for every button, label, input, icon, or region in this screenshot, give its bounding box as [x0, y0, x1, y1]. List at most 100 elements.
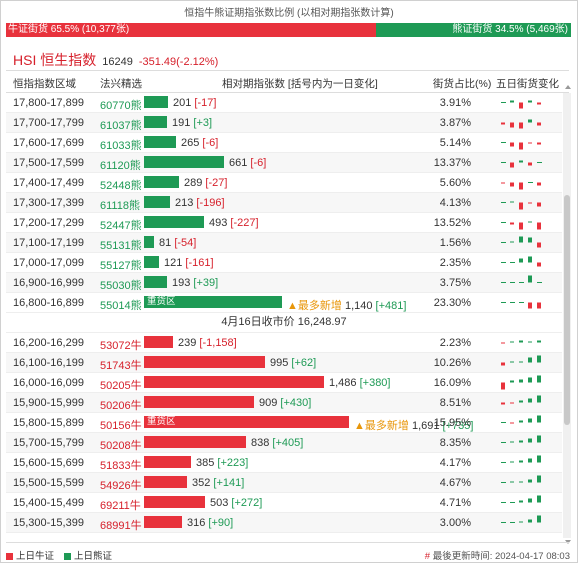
- product-code-link[interactable]: 69211牛: [100, 500, 141, 512]
- daily-change: [+272]: [231, 497, 263, 509]
- contracts-number: 385: [196, 457, 215, 469]
- five-day-sparkline: [501, 455, 541, 463]
- five-day-sparkline: [501, 475, 541, 483]
- product-code-link[interactable]: 50208牛: [100, 440, 142, 452]
- product-code-link[interactable]: 51743牛: [100, 360, 142, 372]
- product-code-link[interactable]: 61118熊: [100, 200, 140, 212]
- footer-divider: [6, 542, 569, 543]
- contracts-bar: [144, 436, 246, 448]
- product-code-link[interactable]: 61037熊: [100, 120, 142, 132]
- table-row[interactable]: 15,500-15,599 54926牛 352 [+141] 4.67%: [6, 473, 562, 493]
- product-code-link[interactable]: 68991牛: [100, 520, 142, 532]
- sparkline-bar: [537, 242, 541, 248]
- table-scrollbar[interactable]: [563, 93, 571, 538]
- bull-bear-ratio-bar: 牛证街货 65.5% (10,377张) 熊证街货 34.5% (5,469张): [6, 23, 571, 37]
- product-code-link[interactable]: 52448熊: [100, 180, 142, 192]
- product-code-link[interactable]: 55127熊: [100, 260, 142, 272]
- table-row[interactable]: 15,600-15,699 51833牛 385 [+223] 4.17%: [6, 453, 562, 473]
- contracts-bar: [144, 456, 191, 468]
- sparkline-bar: [519, 202, 523, 210]
- contracts-value: 1,486 [+380]: [329, 377, 390, 389]
- table-row[interactable]: 16,800-16,899 55014熊 重货区 ▲最多新增 1,140 [+481]…: [6, 293, 562, 313]
- sparkline-bar: [537, 515, 541, 523]
- five-day-sparkline: [501, 340, 541, 344]
- sparkline-flat-mark: [501, 222, 506, 223]
- sparkline-bar: [528, 398, 532, 403]
- range-cell: 17,700-17,799: [13, 117, 84, 129]
- table-row[interactable]: 16,100-16,199 51743牛 995 [+62] 10.26%: [6, 353, 562, 373]
- range-cell: 15,500-15,599: [13, 477, 84, 489]
- table-row[interactable]: 15,900-15,999 50206牛 909 [+430] 8.51%: [6, 393, 562, 413]
- table-row[interactable]: 15,300-15,399 68991牛 316 [+90] 3.00%: [6, 513, 562, 533]
- contracts-value: 385 [+223]: [196, 457, 248, 469]
- sparkline-bar: [519, 440, 523, 443]
- sparkline-flat-mark: [501, 102, 506, 103]
- table-row[interactable]: 17,000-17,099 55127熊 121 [-161] 2.35%: [6, 253, 562, 273]
- five-day-sparkline: [501, 182, 541, 190]
- product-code-link[interactable]: 51833牛: [100, 460, 142, 472]
- sparkline-bar: [537, 475, 541, 483]
- sparkline-bar: [528, 498, 532, 503]
- sparkline-bar: [510, 341, 514, 343]
- index-price: 16249: [102, 56, 133, 68]
- five-day-sparkline: [501, 435, 541, 443]
- table-row[interactable]: 17,400-17,499 52448熊 289 [-27] 5.60%: [6, 173, 562, 193]
- scroll-up-arrow-icon[interactable]: [565, 85, 571, 89]
- table-row[interactable]: 17,800-17,899 60770熊 201 [-17] 3.91%: [6, 93, 562, 113]
- table-row[interactable]: 17,500-17,599 61120熊 661 [-6] 13.37%: [6, 153, 562, 173]
- product-code-link[interactable]: 50205牛: [100, 380, 142, 392]
- sparkline-flat-mark: [510, 302, 515, 303]
- product-code-link[interactable]: 53072牛: [100, 340, 142, 352]
- product-code-link[interactable]: 50206牛: [100, 400, 142, 412]
- daily-change: [-196]: [196, 197, 225, 209]
- table-row[interactable]: 16,000-16,099 50205牛 1,486 [+380] 16.09%: [6, 373, 562, 393]
- product-code-link[interactable]: 50156牛: [100, 420, 142, 432]
- product-code-link[interactable]: 54926牛: [100, 480, 142, 492]
- contracts-value: 995 [+62]: [270, 357, 316, 369]
- table-row[interactable]: 17,100-17,199 55131熊 81 [-54] 1.56%: [6, 233, 562, 253]
- contracts-bar: [144, 256, 159, 268]
- sparkline-bar: [528, 479, 532, 483]
- sparkline-flat-mark: [510, 282, 515, 283]
- share-pct: 4.13%: [439, 197, 471, 209]
- daily-change: [+141]: [213, 477, 245, 489]
- sparkline-flat-mark: [528, 182, 533, 183]
- table-row[interactable]: 17,600-17,699 61033熊 265 [-6] 5.14%: [6, 133, 562, 153]
- product-code-link[interactable]: 55131熊: [100, 240, 142, 252]
- contracts-value: 289 [-27]: [184, 177, 227, 189]
- legend: 上日牛证 上日熊证: [6, 548, 112, 562]
- table-row[interactable]: 15,800-15,899 50156牛 重货区 ▲最多新增 1,691 [+735]…: [6, 413, 562, 433]
- contracts-number: 352: [192, 477, 211, 489]
- scrollbar-thumb[interactable]: [564, 195, 570, 425]
- product-code-link[interactable]: 55030熊: [100, 280, 142, 292]
- contracts-bar: [144, 476, 187, 488]
- table-row[interactable]: 15,700-15,799 50208牛 838 [+405] 8.35%: [6, 433, 562, 453]
- table-row[interactable]: 17,200-17,299 52447熊 493 [-227] 13.52%: [6, 213, 562, 233]
- contracts-value: 909 [+430]: [259, 397, 311, 409]
- bull-square-icon: [6, 552, 13, 560]
- sparkline-bar: [519, 379, 523, 383]
- table-row[interactable]: 17,700-17,799 61037熊 191 [+3] 3.87%: [6, 113, 562, 133]
- contracts-bar: [144, 376, 324, 388]
- sparkline-bar: [528, 341, 532, 343]
- sparkline-flat-mark: [501, 522, 506, 523]
- contracts-value: 838 [+405]: [251, 437, 303, 449]
- product-code-link[interactable]: 60770熊: [100, 100, 142, 112]
- product-code-link[interactable]: 52447熊: [100, 220, 142, 232]
- product-code-link[interactable]: 55014熊: [100, 300, 142, 312]
- daily-change: [+481]: [375, 300, 407, 312]
- sparkline-bar: [519, 400, 523, 403]
- table-row[interactable]: 15,400-15,499 69211牛 503 [+272] 4.71%: [6, 493, 562, 513]
- product-code-link[interactable]: 61033熊: [100, 140, 142, 152]
- range-cell: 16,100-16,199: [13, 357, 84, 369]
- daily-change: [-54]: [174, 237, 197, 249]
- product-code-link[interactable]: 61120熊: [100, 160, 141, 172]
- sparkline-bar: [519, 142, 523, 150]
- table-row[interactable]: 17,300-17,399 61118熊 213 [-196] 4.13%: [6, 193, 562, 213]
- table-row[interactable]: 16,200-16,299 53072牛 239 [-1,158] 2.23%: [6, 333, 562, 353]
- share-pct: 2.23%: [439, 337, 471, 349]
- table-row[interactable]: 16,900-16,999 55030熊 193 [+39] 3.75%: [6, 273, 562, 293]
- contracts-value: 121 [-161]: [164, 257, 214, 269]
- five-day-trend: [499, 434, 547, 451]
- column-header-contracts: 相对期指张数 [括号内为一日变化]: [222, 78, 378, 90]
